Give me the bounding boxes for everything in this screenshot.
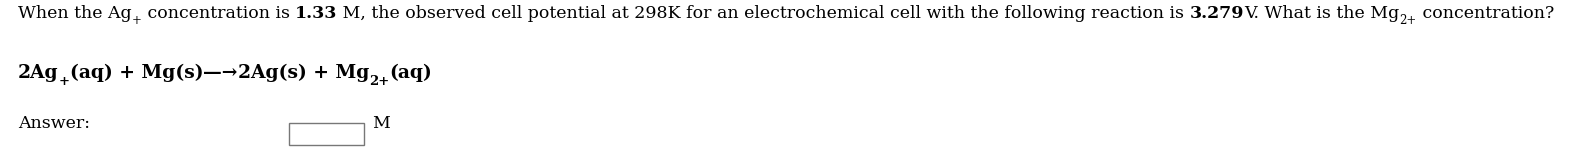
Text: (aq) + Mg(s): (aq) + Mg(s)	[70, 64, 203, 82]
Text: concentration?: concentration?	[1416, 5, 1555, 22]
Text: M, the observed cell potential at 298K for an electrochemical cell with the foll: M, the observed cell potential at 298K f…	[337, 5, 1189, 22]
Text: V. What is the Mg: V. What is the Mg	[1245, 5, 1399, 22]
Text: +: +	[59, 75, 70, 88]
Text: M: M	[373, 115, 391, 132]
Bar	[289, 123, 365, 145]
Text: 2+: 2+	[368, 75, 389, 88]
Text: (aq): (aq)	[389, 64, 432, 82]
Text: concentration is: concentration is	[141, 5, 295, 22]
Text: Answer:: Answer:	[17, 115, 91, 132]
Text: 1.33: 1.33	[295, 5, 337, 22]
Text: When the Ag: When the Ag	[17, 5, 132, 22]
Text: 3.279: 3.279	[1189, 5, 1245, 22]
Text: +: +	[132, 14, 141, 27]
Text: 2Ag(s) + Mg: 2Ag(s) + Mg	[238, 64, 368, 82]
Text: 2+: 2+	[1399, 14, 1416, 27]
Text: 2Ag: 2Ag	[17, 64, 59, 82]
Text: —→: —→	[203, 64, 238, 82]
